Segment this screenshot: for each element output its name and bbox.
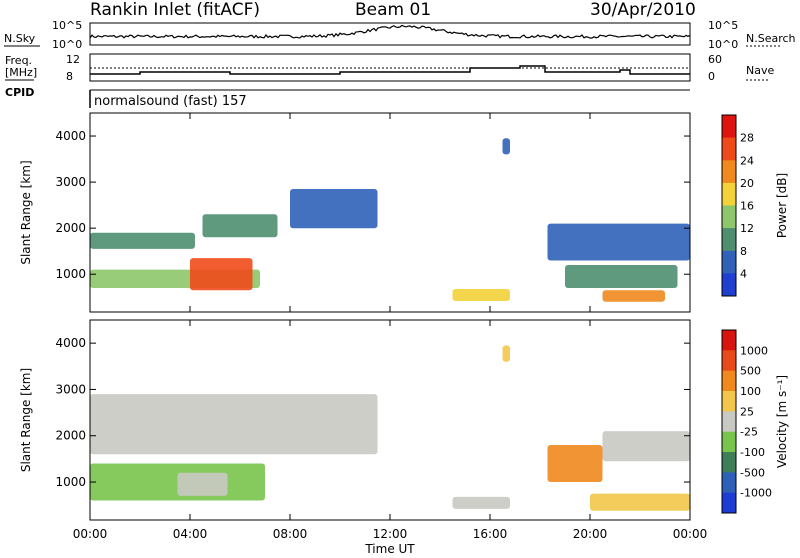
colorbar-1-segment [722,273,736,297]
colorbar-2-tick-label: -100 [740,446,765,459]
nsky-panel-frame [89,22,691,46]
colorbar-2-tick-label: -1000 [740,487,772,500]
panel1-echo-region [565,265,678,288]
nsearch-tick-high: 10^5 [708,19,739,32]
colorbar-2-segment [722,411,736,433]
panel1-y-tick-label: 4000 [55,129,86,143]
panel1-echo-region [90,232,195,249]
panel2-echo-region [602,431,690,462]
cpid-label: CPID [5,86,35,99]
colorbar-1-tick-label: 28 [740,132,754,145]
panel2-echo-region [90,394,378,455]
panel2-echo-region [177,472,228,496]
freq-tick-low: 8 [66,70,73,83]
nave-tick-low: 0 [708,70,715,83]
panel1-echo-region [547,223,690,261]
panel1-y-tick-label: 1000 [55,267,86,281]
colorbar-2-tick-label: 500 [740,365,761,378]
panel2-y-axis-label: Slant Range [km] [19,368,33,472]
panel2-y-tick-label: 2000 [55,429,86,443]
panel1-echo-region [202,214,278,238]
panel1-y-tick-label: 2000 [55,221,86,235]
colorbar-1-tick-label: 20 [740,177,754,190]
nave-label: Nave [746,64,775,77]
freq-trace [90,65,690,75]
colorbar-2-segment [722,452,736,473]
colorbar-1-segment [722,160,736,184]
beam-title: Beam 01 [355,0,432,20]
panel1-echo-region [602,290,665,302]
nsearch-tick-low: 10^0 [708,38,739,51]
colorbar-1-segment [722,115,736,139]
colorbar-2-segment [722,391,736,412]
panel2-echo-region [547,445,603,482]
panel2-y-tick-label: 1000 [55,475,86,489]
colorbar-2-tick-label: 100 [740,385,761,398]
colorbar-2-tick-label: 1000 [740,344,768,357]
colorbar-1-segment [722,205,736,229]
colorbar-1-tick-label: 24 [740,154,754,167]
colorbar-2-frame [721,329,737,514]
colorbar-1-tick-label: 12 [740,222,754,235]
nsky-tick-high: 10^5 [52,19,83,32]
x-tick-label: 20:00 [573,527,608,541]
colorbar-1-segment [722,182,736,206]
freq-unit: [MHz] [5,66,38,79]
panel1-y-axis-label: Slant Range [km] [19,160,33,264]
freq-label: Freq. [5,54,33,67]
panel1-echo-region [452,289,510,301]
nave-tick-high: 60 [708,53,722,66]
colorbar-2-segment [722,472,736,494]
nsky-trace [89,24,691,39]
panel2-y-tick-label: 4000 [55,336,86,350]
date-title: 30/Apr/2010 [590,0,696,20]
colorbar-2-segment [722,330,736,351]
cpid-text: normalsound (fast) 157 [94,94,247,109]
panel2-y-tick-label: 3000 [55,382,86,396]
colorbar-1-segment [722,137,736,161]
colorbar-1-frame [721,114,737,297]
panel1-echo-region [502,138,510,155]
colorbar-2-tick-label: -500 [740,466,765,479]
colorbar-2-segment [722,370,736,392]
colorbar-2-tick-label: 25 [740,405,754,418]
x-tick-label: 04:00 [173,527,208,541]
colorbar-1-tick-label: 8 [740,245,747,258]
freq-tick-high: 12 [66,53,80,66]
panel2-echo-region [502,345,510,362]
x-tick-label: 00:00 [73,527,108,541]
panel2-echo-region [590,493,690,511]
nsky-label: N.Sky [4,32,36,45]
x-tick-label: 08:00 [273,527,308,541]
colorbar-2-label: Velocity [m s⁻¹] [775,375,789,468]
panel1-echo-region [290,189,378,229]
colorbar-1-tick-label: 16 [740,200,754,213]
x-axis-label: Time UT [364,542,415,554]
colorbar-1-segment [722,228,736,252]
colorbar-2-segment [722,350,736,372]
colorbar-2-tick-label: -25 [740,426,758,439]
panel1-echo-region [190,258,253,291]
colorbar-1-segment [722,250,736,274]
colorbar-2-segment [722,492,736,514]
colorbar-2-segment [722,431,736,453]
x-tick-label: 16:00 [473,527,508,541]
panel2-echo-region [452,496,510,509]
colorbar-1-label: Power [dB] [775,173,789,238]
station-title: Rankin Inlet (fitACF) [90,0,261,20]
nsearch-label: N.Search [746,32,796,45]
x-tick-label: 12:00 [373,527,408,541]
x-tick-label: 00:00 [673,527,708,541]
colorbar-1-tick-label: 4 [740,267,747,280]
panel1-y-tick-label: 3000 [55,175,86,189]
nsky-tick-low: 10^0 [52,38,83,51]
